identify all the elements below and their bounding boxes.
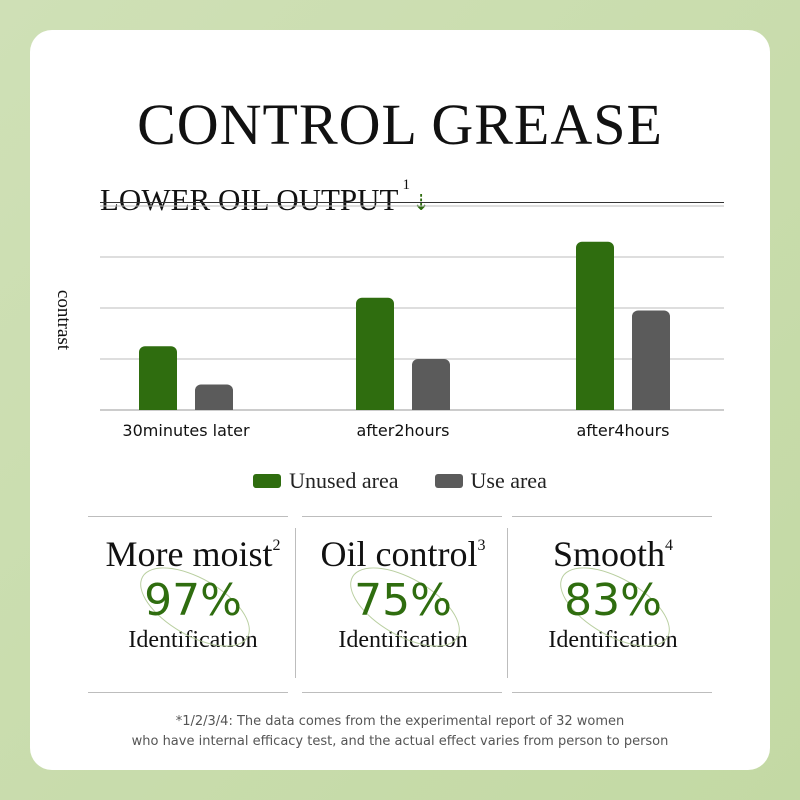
x-tick-label: 30minutes later [122, 421, 250, 440]
stats-bottom-divider-2 [302, 692, 502, 693]
stats-top-divider-3 [512, 516, 712, 517]
stats-bottom-divider-3 [512, 692, 712, 693]
legend-label-unused: Unused area [289, 468, 399, 493]
page-title: CONTROL GREASE [137, 92, 663, 157]
legend-item-use: Use area [434, 468, 547, 494]
legend-swatch-use [434, 474, 463, 488]
bar-use-2 [632, 310, 670, 410]
stats-vertical-divider-1 [295, 528, 296, 678]
stat-label: Identification [548, 626, 678, 653]
bar-unused-0 [139, 346, 177, 410]
stat-oil-control: Oil control3 75% Identification [298, 530, 508, 663]
bar-chart: 30minutes later after2hours after4hours [100, 205, 724, 440]
stat-label: Identification [128, 626, 258, 653]
footnote: *1/2/3/4: The data comes from the experi… [30, 712, 770, 752]
stat-value: 97% [144, 575, 242, 626]
legend-item-unused: Unused area [253, 468, 399, 494]
card: CONTROL GREASE LOWER OIL OUTPUT 1⇣ 30minu… [30, 30, 770, 770]
stats-top-divider-1 [88, 516, 288, 517]
bar-base-1-0 [195, 404, 233, 410]
stat-more-moist: More moist2 97% Identification [88, 530, 298, 663]
stats-vertical-divider-2 [507, 528, 508, 678]
footnote-line-1: *1/2/3/4: The data comes from the experi… [175, 714, 625, 729]
bar-use-0 [195, 384, 233, 410]
stats-bottom-divider-1 [88, 692, 288, 693]
x-tick-label: after2hours [356, 421, 449, 440]
bar-unused-2 [576, 241, 614, 410]
subtitle-footnote-mark: 1 [402, 177, 410, 193]
bar-base-0-2 [576, 404, 614, 410]
stats-top-divider-2 [302, 516, 502, 517]
chart-subtitle: LOWER OIL OUTPUT 1⇣ [100, 178, 431, 217]
stat-title: More moist2 [105, 534, 281, 574]
down-arrow-icon: ⇣ [411, 191, 431, 216]
bar-base-1-2 [632, 404, 670, 410]
bar-base-0-0 [139, 404, 177, 410]
y-axis-label: contrast [53, 289, 74, 351]
x-tick-label: after4hours [576, 421, 669, 440]
stat-label: Identification [338, 626, 468, 653]
stat-title: Oil control3 [320, 534, 486, 574]
subtitle-text: LOWER OIL OUTPUT [100, 182, 399, 217]
stat-smooth: Smooth4 83% Identification [508, 530, 718, 663]
chart-legend: Unused area Use area [30, 468, 770, 494]
header-divider [100, 202, 724, 203]
bar-base-0-1 [356, 404, 394, 410]
stat-value: 75% [354, 575, 452, 626]
legend-swatch-unused [253, 474, 282, 488]
stat-title: Smooth4 [552, 534, 674, 574]
bar-unused-1 [356, 297, 394, 410]
legend-label-use: Use area [470, 468, 547, 493]
stat-value: 83% [564, 575, 662, 626]
footnote-line-2: who have internal efficacy test, and the… [131, 734, 669, 750]
bar-use-1 [412, 359, 450, 410]
bar-base-1-1 [412, 404, 450, 410]
